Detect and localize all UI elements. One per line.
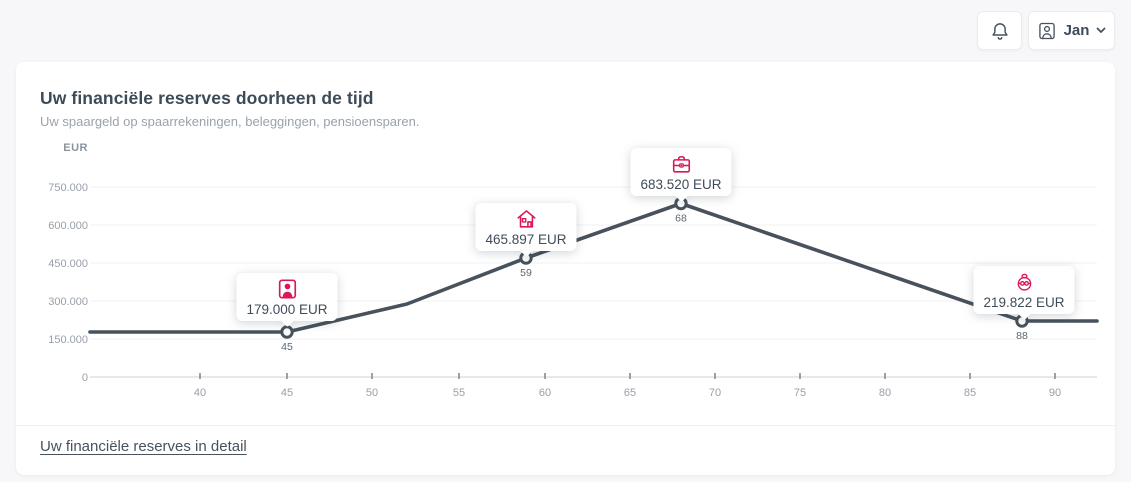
card-divider <box>16 425 1115 426</box>
data-point-45 <box>280 325 294 339</box>
reserves-line-chart: EUR 750.000 600.000 450.000 300.000 150.… <box>48 142 1099 399</box>
y-tick-label: 600.000 <box>48 220 88 232</box>
y-tick-label: 0 <box>82 372 88 384</box>
tooltip-age-45[interactable]: 179.000 EUR <box>236 273 338 321</box>
data-point-markers[interactable] <box>280 196 1029 339</box>
tooltip-age-68[interactable]: 683.520 EUR <box>630 148 732 196</box>
x-tick-label: 70 <box>709 387 721 399</box>
x-tick-label: 40 <box>194 387 206 399</box>
point-label-68: 68 <box>675 213 687 225</box>
x-tick-label: 90 <box>1049 387 1061 399</box>
x-tick-label: 60 <box>539 387 551 399</box>
pension-icon <box>1013 271 1035 293</box>
y-tick-label: 750.000 <box>48 182 88 194</box>
bell-icon <box>989 20 1011 42</box>
x-tick-label: 55 <box>453 387 465 399</box>
point-labels: 45 59 68 88 <box>281 213 1028 354</box>
profile-menu-button[interactable]: Jan <box>1028 11 1115 50</box>
point-label-45: 45 <box>281 341 293 353</box>
tooltip-value: 179.000 EUR <box>246 302 328 317</box>
page-title: Uw financiële reserves doorheen de tijd <box>40 88 374 108</box>
y-tick-label: 150.000 <box>48 334 88 346</box>
tooltip-value: 465.897 EUR <box>485 232 567 247</box>
person-icon <box>276 278 298 300</box>
x-axis: 40 45 50 55 60 65 70 75 80 85 90 <box>194 387 1061 399</box>
tooltip-age-59[interactable]: 465.897 EUR <box>475 203 577 251</box>
x-tick-label: 65 <box>624 387 636 399</box>
y-tick-label: 300.000 <box>48 296 88 308</box>
tooltip-value: 219.822 EUR <box>983 295 1065 310</box>
profile-name: Jan <box>1063 22 1090 39</box>
y-axis: EUR 750.000 600.000 450.000 300.000 150.… <box>48 142 88 384</box>
chevron-down-icon <box>1096 27 1106 34</box>
reserves-card: Uw financiële reserves doorheen de tijd … <box>16 62 1115 475</box>
user-icon <box>1037 21 1057 41</box>
point-label-88: 88 <box>1016 330 1028 342</box>
x-tick-label: 85 <box>964 387 976 399</box>
x-tick-label: 50 <box>366 387 378 399</box>
briefcase-icon <box>670 153 692 175</box>
y-tick-label: 450.000 <box>48 258 88 270</box>
x-tick-label: 75 <box>794 387 806 399</box>
gridlines <box>90 186 1097 378</box>
tooltip-value: 683.520 EUR <box>640 177 722 192</box>
notifications-button[interactable] <box>977 11 1022 50</box>
x-tick-label: 45 <box>281 387 293 399</box>
point-label-59: 59 <box>520 267 532 279</box>
x-tick-label: 80 <box>879 387 891 399</box>
house-icon <box>515 208 537 230</box>
page-subtitle: Uw spaargeld op spaarrekeningen, beleggi… <box>40 114 420 129</box>
y-axis-title: EUR <box>63 142 88 154</box>
reserves-detail-link[interactable]: Uw financiële reserves in detail <box>40 438 247 455</box>
x-axis-ticks <box>199 373 1056 379</box>
tooltip-age-88[interactable]: 219.822 EUR <box>973 266 1075 314</box>
